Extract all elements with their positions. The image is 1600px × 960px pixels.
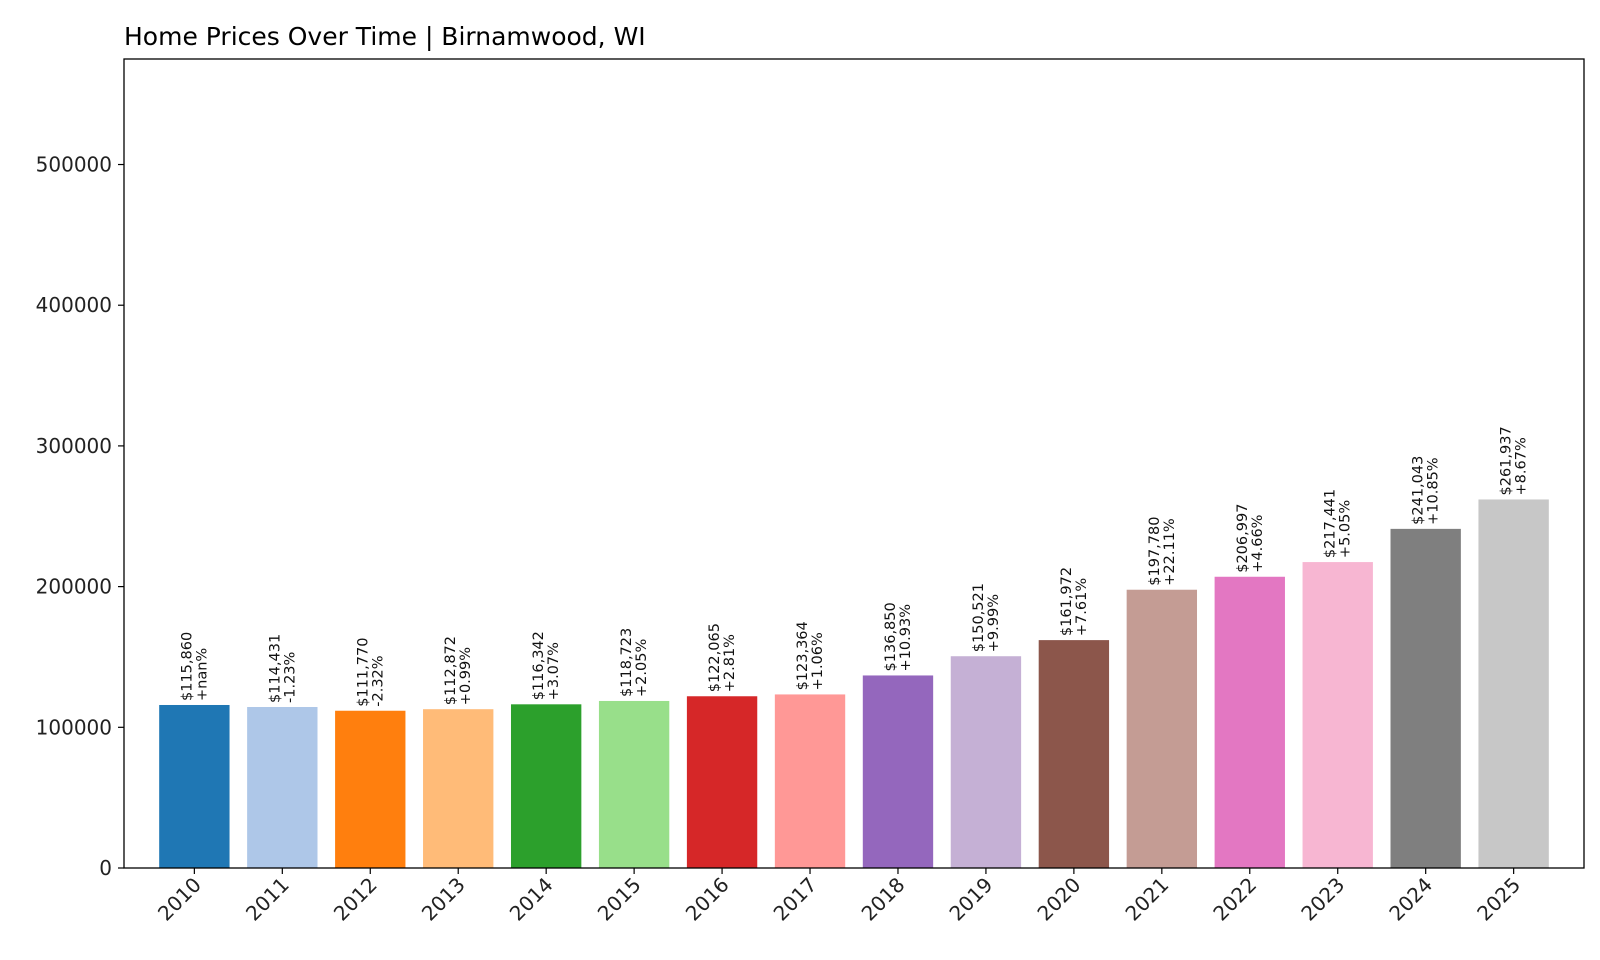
x-tick-label-2025: 2025: [1472, 873, 1525, 926]
data-label-2019: $150,521+9.99%: [971, 583, 1002, 652]
bar-2017: [774, 694, 846, 868]
data-label-2013: $112,872+0.99%: [443, 636, 474, 705]
data-label-2015: $118,723+2.05%: [619, 628, 650, 697]
change-label-2019: +9.99%: [986, 594, 1002, 652]
change-label-2020: +7.61%: [1074, 578, 1090, 636]
value-label-2022: $206,997: [1235, 504, 1251, 573]
value-label-2016: $122,065: [707, 623, 723, 692]
bars-group: [159, 499, 1549, 868]
change-label-2012: -2.32%: [370, 655, 386, 706]
bar-2018: [862, 675, 934, 868]
data-label-2014: $116,342+3.07%: [531, 631, 562, 700]
bar-2021: [1126, 589, 1198, 868]
x-tick-label-2011: 2011: [241, 873, 294, 926]
data-label-2022: $206,997+4.66%: [1235, 504, 1266, 573]
change-label-2015: +2.05%: [634, 639, 650, 697]
change-label-2017: +1.06%: [810, 632, 826, 690]
data-label-2012: $111,770-2.32%: [355, 638, 386, 707]
bar-2022: [1214, 576, 1285, 868]
x-axis: 2010 2011 2012 2013 2014 2015 2016 2017 2018 2019…: [153, 868, 1525, 926]
value-label-2024: $241,043: [1411, 456, 1427, 525]
x-tick-label-2018: 2018: [857, 873, 910, 926]
change-label-2010: +nan%: [194, 648, 210, 701]
x-tick-label-2020: 2020: [1032, 873, 1085, 926]
x-tick-label-2024: 2024: [1384, 873, 1437, 926]
value-label-2010: $115,860: [179, 632, 195, 701]
value-label-2023: $217,441: [1323, 489, 1339, 558]
y-tick-label-100000: 100000: [36, 715, 112, 739]
y-tick-label-0: 0: [99, 856, 112, 880]
data-label-2020: $161,972+7.61%: [1059, 567, 1090, 636]
value-label-2014: $116,342: [531, 631, 547, 700]
change-label-2022: +4.66%: [1250, 515, 1266, 573]
data-label-2017: $123,364+1.06%: [795, 621, 826, 690]
x-tick-label-2015: 2015: [593, 873, 646, 926]
bar-2014: [510, 704, 582, 868]
x-tick-label-2013: 2013: [417, 873, 470, 926]
value-label-2011: $114,431: [267, 634, 283, 703]
data-label-2018: $136,850+10.93%: [883, 602, 914, 671]
bar-2019: [950, 656, 1022, 868]
value-label-2019: $150,521: [971, 583, 987, 652]
change-label-2016: +2.81%: [722, 634, 738, 692]
x-tick-label-2022: 2022: [1208, 873, 1261, 926]
bar-2025: [1478, 499, 1549, 868]
chart-title: Home Prices Over Time | Birnamwood, WI: [124, 22, 646, 51]
bar-2013: [423, 709, 494, 868]
x-tick-label-2016: 2016: [681, 873, 734, 926]
bar-2023: [1302, 562, 1373, 868]
y-tick-label-300000: 300000: [36, 434, 112, 458]
data-label-2010: $115,860+nan%: [179, 632, 210, 701]
data-label-2024: $241,043+10.85%: [1411, 456, 1442, 525]
x-tick-label-2019: 2019: [944, 873, 997, 926]
data-labels-group: $115,860+nan% $114,431-1.23% $111,770-2.32…: [179, 426, 1529, 706]
change-label-2024: +10.85%: [1426, 457, 1442, 524]
bar-2024: [1390, 528, 1461, 868]
value-label-2025: $261,937: [1499, 426, 1515, 495]
data-label-2016: $122,065+2.81%: [707, 623, 738, 692]
x-tick-label-2010: 2010: [153, 873, 206, 926]
data-label-2011: $114,431-1.23%: [267, 634, 298, 703]
y-tick-label-500000: 500000: [36, 153, 112, 177]
y-tick-label-200000: 200000: [36, 575, 112, 599]
bar-2010: [159, 704, 230, 868]
value-label-2020: $161,972: [1059, 567, 1075, 636]
change-label-2013: +0.99%: [458, 647, 474, 705]
value-label-2021: $197,780: [1147, 517, 1163, 586]
change-label-2023: +5.05%: [1338, 500, 1354, 558]
change-label-2021: +22.11%: [1162, 518, 1178, 585]
change-label-2011: -1.23%: [282, 652, 298, 703]
value-label-2017: $123,364: [795, 621, 811, 690]
x-tick-label-2012: 2012: [329, 873, 382, 926]
y-axis: 0 100000 200000 300000 400000 500000: [36, 153, 124, 880]
y-tick-label-400000: 400000: [36, 293, 112, 317]
change-label-2018: +10.93%: [898, 604, 914, 671]
value-label-2013: $112,872: [443, 636, 459, 705]
x-tick-label-2021: 2021: [1120, 873, 1173, 926]
change-label-2025: +8.67%: [1514, 437, 1530, 495]
change-label-2014: +3.07%: [546, 642, 562, 700]
value-label-2018: $136,850: [883, 602, 899, 671]
value-label-2012: $111,770: [355, 638, 371, 707]
data-label-2025: $261,937+8.67%: [1499, 426, 1530, 495]
x-tick-label-2017: 2017: [769, 873, 822, 926]
plot-frame: [123, 58, 1585, 869]
bar-2016: [686, 696, 758, 868]
bar-2011: [247, 707, 318, 868]
value-label-2015: $118,723: [619, 628, 635, 697]
data-label-2023: $217,441+5.05%: [1323, 489, 1354, 558]
bar-2012: [335, 710, 406, 868]
x-tick-label-2014: 2014: [505, 873, 558, 926]
bar-2020: [1038, 640, 1110, 868]
x-tick-label-2023: 2023: [1296, 873, 1349, 926]
bar-2015: [598, 700, 670, 868]
data-label-2021: $197,780+22.11%: [1147, 517, 1178, 586]
